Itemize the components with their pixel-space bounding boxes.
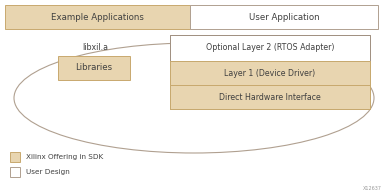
Text: Layer 1 (Device Driver): Layer 1 (Device Driver) bbox=[224, 68, 315, 77]
FancyBboxPatch shape bbox=[10, 152, 20, 162]
FancyBboxPatch shape bbox=[190, 5, 378, 29]
FancyBboxPatch shape bbox=[5, 5, 190, 29]
FancyBboxPatch shape bbox=[170, 85, 370, 109]
FancyBboxPatch shape bbox=[10, 167, 20, 177]
Text: User Application: User Application bbox=[249, 12, 319, 21]
FancyBboxPatch shape bbox=[170, 35, 370, 109]
Text: Optional Layer 2 (RTOS Adapter): Optional Layer 2 (RTOS Adapter) bbox=[206, 43, 334, 52]
Text: User Design: User Design bbox=[26, 169, 70, 175]
Text: libxil.a: libxil.a bbox=[82, 43, 108, 52]
FancyBboxPatch shape bbox=[170, 61, 370, 85]
Ellipse shape bbox=[14, 43, 374, 153]
Text: X12637: X12637 bbox=[363, 186, 382, 191]
FancyBboxPatch shape bbox=[170, 35, 370, 61]
Text: Example Applications: Example Applications bbox=[51, 12, 144, 21]
Text: Direct Hardware Interface: Direct Hardware Interface bbox=[219, 92, 321, 102]
Text: Libraries: Libraries bbox=[75, 64, 113, 73]
FancyBboxPatch shape bbox=[58, 56, 130, 80]
Text: Xilinx Offering in SDK: Xilinx Offering in SDK bbox=[26, 154, 103, 160]
